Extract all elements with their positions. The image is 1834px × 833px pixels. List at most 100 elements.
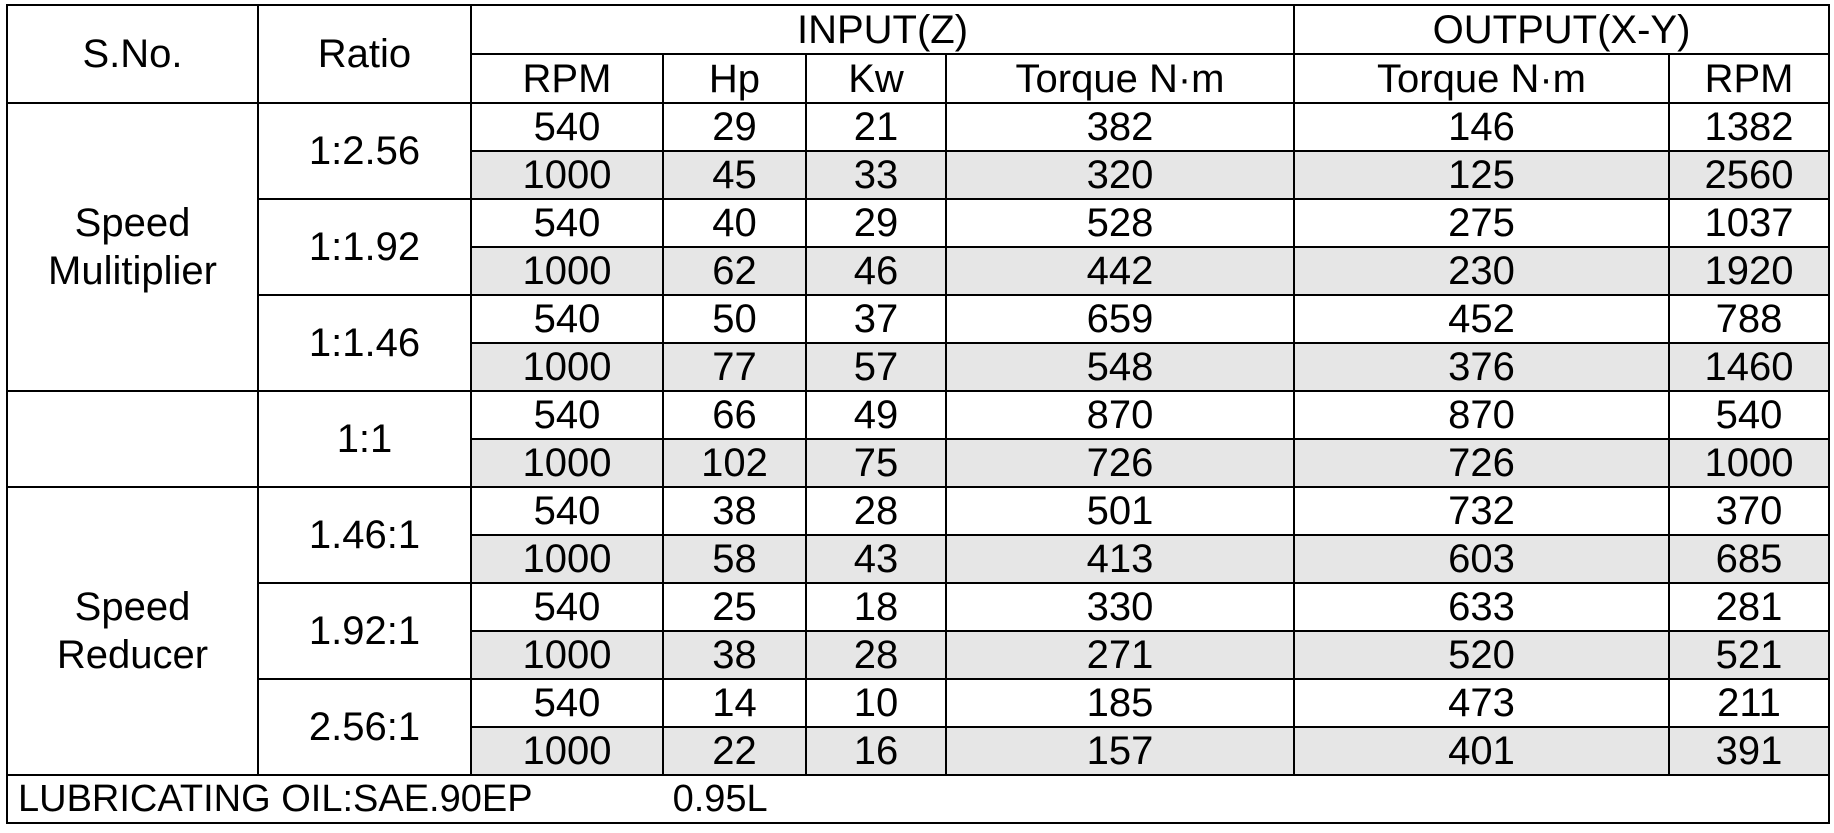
cell-input-kw: 75 [805, 438, 947, 488]
cell-output-rpm: 521 [1668, 630, 1831, 680]
header-output-group: OUTPUT(X-Y) [1293, 4, 1831, 55]
ratio-cell: 1.92:1 [257, 582, 472, 680]
table-row: 1000 62 46 442 230 1920 [7, 246, 1831, 296]
cell-input-kw: 37 [805, 294, 947, 344]
table-row: 1000 22 16 157 401 391 [7, 726, 1831, 776]
group-label-line: Speed [74, 201, 191, 245]
group-label-multiplier: Speed Mulitiplier [6, 102, 259, 392]
cell-output-rpm: 391 [1668, 726, 1831, 776]
cell-input-torque: 870 [944, 390, 1296, 440]
group-label-line: Mulitiplier [48, 249, 217, 293]
ratio-cell: 1.46:1 [257, 486, 472, 584]
cell-input-torque: 726 [944, 438, 1296, 488]
cell-input-torque: 442 [944, 246, 1296, 296]
lubricating-oil-note: LUBRICATING OIL:SAE.90EP 0.95L [5, 774, 1831, 824]
cell-input-torque: 413 [944, 534, 1296, 584]
cell-input-kw: 33 [805, 150, 947, 200]
cell-input-hp: 40 [662, 198, 807, 248]
cell-output-torque: 452 [1293, 294, 1671, 344]
group-label-line: Speed [74, 585, 191, 629]
cell-output-torque: 870 [1293, 390, 1671, 440]
table-row: 1:1 540 66 49 870 870 540 [6, 390, 1831, 488]
group-label-line: Reducer [56, 633, 209, 677]
header-ratio: Ratio [257, 4, 472, 104]
cell-input-rpm: 540 [470, 102, 664, 152]
cell-output-rpm: 540 [1668, 390, 1831, 440]
table-row: 1:1.92 540 40 29 528 275 1037 [7, 198, 1831, 296]
cell-output-torque: 376 [1293, 342, 1671, 392]
cell-output-rpm: 1920 [1668, 246, 1831, 296]
cell-input-kw: 29 [805, 198, 947, 248]
cell-input-kw: 28 [805, 630, 947, 680]
table-row: 1000 58 43 413 603 685 [7, 534, 1831, 584]
cell-input-kw: 43 [805, 534, 947, 584]
cell-output-torque: 633 [1293, 582, 1671, 632]
cell-input-torque: 382 [944, 102, 1296, 152]
cell-input-rpm: 1000 [470, 630, 664, 680]
cell-input-torque: 157 [944, 726, 1296, 776]
cell-input-torque: 659 [944, 294, 1296, 344]
cell-input-hp: 50 [662, 294, 807, 344]
table-row: Speed Reducer 1.46:1 540 38 28 501 732 3… [6, 486, 1831, 776]
cell-input-hp: 58 [662, 534, 807, 584]
ratio-cell: 1:1.92 [257, 198, 472, 296]
cell-output-rpm: 788 [1668, 294, 1831, 344]
cell-output-rpm: 1460 [1668, 342, 1831, 392]
header-input-rpm: RPM [470, 53, 664, 104]
table-row: 1000 102 75 726 726 1000 [7, 438, 1831, 488]
ratio-cell: 1:1 [257, 390, 472, 488]
table-row: 1000 38 28 271 520 521 [7, 630, 1831, 680]
cell-output-rpm: 370 [1668, 486, 1831, 536]
cell-input-hp: 62 [662, 246, 807, 296]
cell-input-rpm: 540 [470, 582, 664, 632]
cell-output-torque: 146 [1293, 102, 1671, 152]
oil-label: LUBRICATING OIL:SAE.90EP [18, 778, 533, 820]
cell-input-hp: 22 [662, 726, 807, 776]
cell-output-rpm: 1382 [1668, 102, 1831, 152]
header-input-group: INPUT(Z) [469, 4, 1296, 55]
cell-input-torque: 501 [944, 486, 1296, 536]
cell-input-hp: 66 [662, 390, 807, 440]
ratio-cell: 1:1.46 [257, 294, 472, 392]
cell-output-rpm: 1037 [1668, 198, 1831, 248]
cell-input-rpm: 1000 [470, 534, 664, 584]
table-row: Speed Mulitiplier 1:2.56 540 29 21 382 1… [6, 102, 1831, 392]
header-row-columns: RPM Hp Kw Torque N·m Torque N·m RPM [7, 53, 1831, 104]
cell-input-rpm: 540 [470, 486, 664, 536]
footer-row: LUBRICATING OIL:SAE.90EP 0.95L [5, 774, 1831, 824]
cell-input-rpm: 1000 [470, 150, 664, 200]
cell-output-torque: 726 [1293, 438, 1671, 488]
cell-input-hp: 77 [662, 342, 807, 392]
table-row: 1000 45 33 320 125 2560 [7, 150, 1831, 200]
cell-output-torque: 732 [1293, 486, 1671, 536]
cell-input-hp: 25 [662, 582, 807, 632]
cell-input-rpm: 540 [470, 198, 664, 248]
cell-input-torque: 528 [944, 198, 1296, 248]
cell-input-rpm: 1000 [470, 726, 664, 776]
cell-input-kw: 57 [805, 342, 947, 392]
cell-output-torque: 275 [1293, 198, 1671, 248]
table-row: 2.56:1 540 14 10 185 473 211 [7, 678, 1831, 776]
table-row: 1000 77 57 548 376 1460 [7, 342, 1831, 392]
cell-input-torque: 320 [944, 150, 1296, 200]
cell-output-torque: 520 [1293, 630, 1671, 680]
cell-input-rpm: 540 [470, 678, 664, 728]
cell-input-rpm: 540 [470, 294, 664, 344]
cell-output-rpm: 2560 [1668, 150, 1831, 200]
cell-input-kw: 10 [805, 678, 947, 728]
cell-output-rpm: 1000 [1668, 438, 1831, 488]
cell-input-hp: 45 [662, 150, 807, 200]
cell-input-rpm: 540 [470, 390, 664, 440]
header-row-groups: S.No. Ratio INPUT(Z) OUTPUT(X-Y) [6, 4, 1831, 104]
header-input-hp: Hp [662, 53, 807, 104]
cell-input-rpm: 1000 [470, 438, 664, 488]
table-row: 1:1.46 540 50 37 659 452 788 [7, 294, 1831, 392]
ratio-cell: 2.56:1 [257, 678, 472, 776]
cell-input-kw: 21 [805, 102, 947, 152]
cell-output-torque: 230 [1293, 246, 1671, 296]
cell-input-kw: 18 [805, 582, 947, 632]
gearbox-spec-table: S.No. Ratio INPUT(Z) OUTPUT(X-Y) RPM Hp … [5, 4, 1831, 824]
cell-input-kw: 28 [805, 486, 947, 536]
cell-output-rpm: 685 [1668, 534, 1831, 584]
header-input-kw: Kw [805, 53, 947, 104]
